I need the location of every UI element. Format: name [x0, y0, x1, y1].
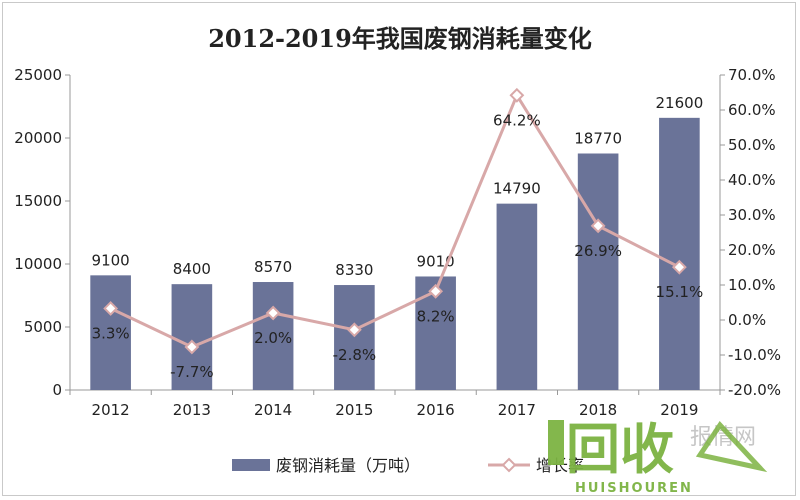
- right-tick-label: 0.0%: [728, 311, 766, 329]
- watermark-sub-text: HUISHOUREN: [575, 481, 693, 496]
- bar-data-label: 8570: [254, 258, 292, 276]
- legend-bar-swatch: [232, 459, 270, 471]
- chart-title: 2012-2019年我国废钢消耗量变化: [208, 24, 592, 53]
- x-tick-label: 2017: [498, 401, 536, 419]
- line-data-label: 2.0%: [254, 329, 292, 347]
- legend-line-marker: [501, 457, 517, 473]
- x-tick-label: 2019: [660, 401, 698, 419]
- bar: [577, 153, 619, 390]
- bar-data-label: 21600: [656, 94, 704, 112]
- x-tick-label: 2012: [92, 401, 130, 419]
- line-data-label: 3.3%: [92, 324, 130, 342]
- right-tick-label: 50.0%: [728, 136, 776, 154]
- legend-bar-label: 废钢消耗量（万吨）: [276, 456, 420, 475]
- left-tick-label: 0: [52, 381, 62, 399]
- line-data-label: 8.2%: [417, 307, 455, 325]
- line-point: [103, 301, 119, 316]
- left-tick-label: 25000: [14, 66, 62, 84]
- bar: [171, 284, 213, 390]
- bar: [334, 285, 375, 390]
- bar-data-label: 9100: [92, 251, 130, 269]
- bar: [496, 203, 538, 390]
- legend: 废钢消耗量（万吨） 增长率: [232, 456, 584, 475]
- bar-data-label: 8400: [173, 260, 211, 278]
- line-data-label: -7.7%: [170, 363, 214, 381]
- left-tick-label: 20000: [14, 129, 62, 147]
- bar-data-label: 18770: [574, 129, 622, 147]
- left-tick-label: 15000: [14, 192, 62, 210]
- right-tick-label: 70.0%: [728, 66, 776, 84]
- bar: [252, 282, 294, 390]
- right-tick-label: 10.0%: [728, 276, 776, 294]
- bar-data-label: 14790: [493, 180, 541, 198]
- x-tick-label: 2016: [417, 401, 455, 419]
- right-tick-label: -10.0%: [728, 346, 781, 364]
- bar-data-label: 8330: [335, 261, 373, 279]
- line-point: [184, 339, 200, 355]
- line-point: [265, 305, 281, 321]
- bar: [90, 275, 131, 390]
- left-tick-label: 10000: [14, 255, 62, 273]
- watermark-arrow-icon: [695, 420, 768, 473]
- line-data-label: -2.8%: [333, 346, 377, 364]
- right-tick-label: 30.0%: [728, 206, 776, 224]
- x-tick-label: 2015: [335, 401, 373, 419]
- bar: [659, 117, 700, 390]
- x-tick-label: 2013: [173, 401, 211, 419]
- right-tick-label: 20.0%: [728, 241, 776, 259]
- x-tick-label: 2014: [254, 401, 292, 419]
- line-point: [671, 259, 687, 275]
- line-series: 3.3% -7.7% 2.0% -2.8% 8.2% 64.2% 26.9% 15.1%: [92, 87, 704, 381]
- x-tick-label: 2018: [579, 401, 617, 419]
- line-point: [346, 322, 362, 338]
- line-point: [590, 218, 606, 234]
- line-data-label: 64.2%: [493, 111, 541, 129]
- line-data-label: 15.1%: [656, 283, 704, 301]
- axes: 0 5000 10000 15000 20000 25000 -20.0% -10.0% 0.0…: [14, 66, 781, 419]
- line-point: [428, 283, 444, 299]
- right-tick-label: -20.0%: [728, 381, 781, 399]
- right-tick-label: 40.0%: [728, 171, 776, 189]
- line-data-label: 26.9%: [574, 242, 622, 260]
- left-tick-label: 5000: [24, 318, 62, 336]
- right-tick-label: 60.0%: [728, 101, 776, 119]
- line-point: [509, 87, 525, 103]
- watermark-bar: [548, 420, 564, 465]
- watermark-big-text: 回收: [566, 418, 674, 481]
- growth-line: [109, 92, 681, 349]
